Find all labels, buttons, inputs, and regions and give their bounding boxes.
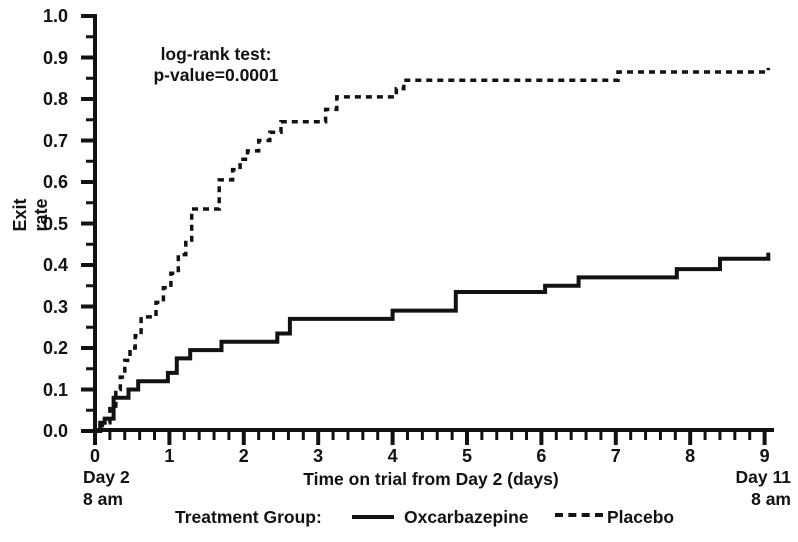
series-curve-oxcarbazepine: [95, 252, 771, 433]
annotation-line-1: log-rank test:: [160, 44, 272, 64]
legend-title: Treatment Group:: [175, 507, 322, 527]
legend-label-placebo: Placebo: [607, 507, 675, 527]
x-tick-label: 2: [238, 446, 249, 466]
y-tick-label: 0.8: [42, 89, 68, 109]
y-tick-label: 0.3: [42, 296, 68, 317]
x-tick-label: 6: [536, 446, 547, 466]
y-tick-label: 0.5: [42, 213, 68, 234]
y-tick-label: 0.1: [42, 379, 68, 400]
day-end-line-2: 8 am: [751, 489, 791, 509]
day-start-line-1: Day 2: [83, 467, 130, 487]
legend-label-oxcarbazepine: Oxcarbazepine: [404, 507, 529, 527]
annotation-line-2: p-value=0.0001: [153, 65, 279, 85]
day-start-line-2: 8 am: [83, 489, 123, 509]
y-tick-label: 0.6: [42, 172, 68, 192]
y-tick-label: 0.7: [42, 130, 68, 151]
x-tick-label: 8: [685, 446, 696, 466]
y-tick-label: 1.0: [42, 6, 68, 26]
y-tick-label: 0.0: [42, 421, 68, 441]
x-axis-title: Time on trial from Day 2 (days): [303, 469, 559, 489]
x-axis-end-annotation: Day 11 8 am: [736, 466, 791, 510]
x-tick-label: 7: [610, 446, 621, 466]
x-tick-label: 1: [164, 446, 175, 466]
series-curve-placebo: [95, 67, 771, 433]
x-tick-label: 9: [759, 446, 770, 466]
x-tick-label: 4: [387, 446, 398, 466]
y-axis-title: Exit rate: [10, 198, 51, 232]
y-tick-label: 0.9: [42, 47, 68, 68]
y-tick-label: 0.2: [42, 338, 68, 358]
x-tick-label: 0: [89, 446, 100, 466]
day-end-line-1: Day 11: [735, 467, 791, 487]
solid-line-sample-icon: [352, 515, 394, 519]
x-tick-label: 3: [313, 446, 324, 466]
y-tick-label: 0.4: [42, 255, 68, 275]
log-rank-annotation: log-rank test: p-value=0.0001: [110, 44, 322, 86]
dashed-line-sample-icon: [555, 513, 603, 517]
x-tick-label: 5: [461, 446, 472, 466]
